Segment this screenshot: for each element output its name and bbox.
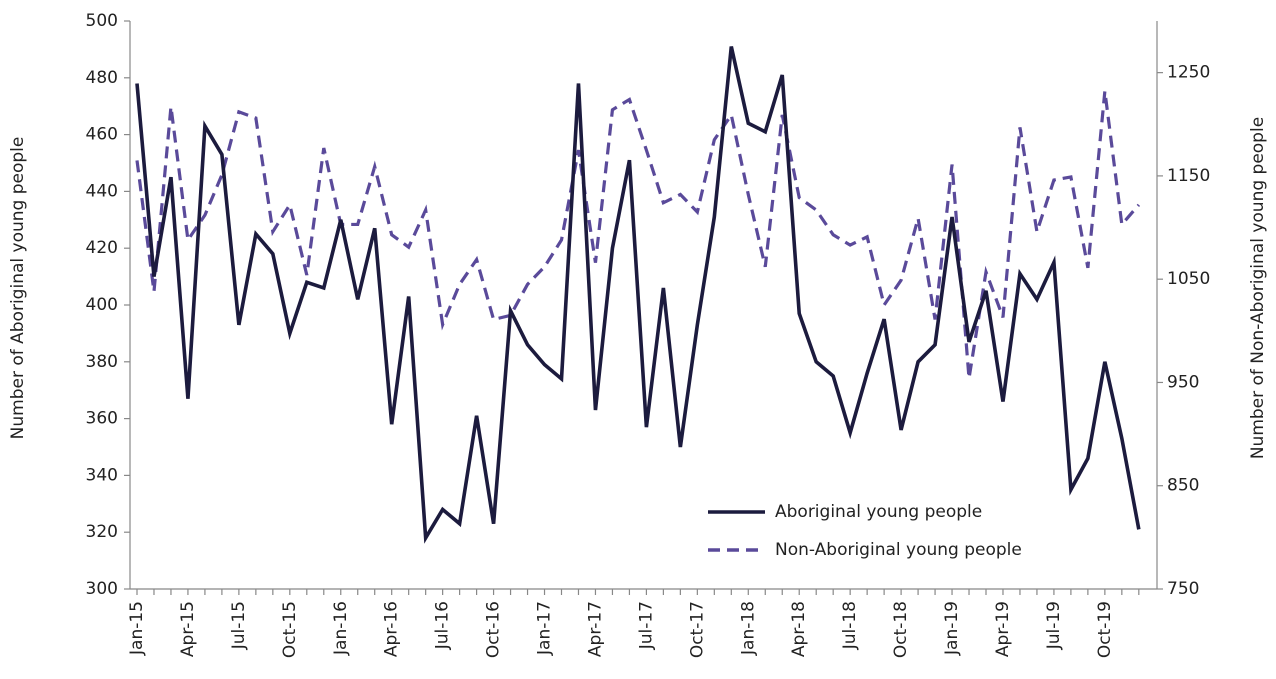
y2-tick-label: 1250 bbox=[1167, 63, 1210, 83]
y-axis-title: Number of Aboriginal young people bbox=[8, 137, 28, 440]
y-tick-label: 480 bbox=[86, 68, 118, 88]
x-tick-label: Jan-17 bbox=[535, 601, 555, 656]
x-tick-label: Jan-16 bbox=[331, 601, 351, 656]
x-tick-label: Jan-19 bbox=[942, 601, 962, 656]
y-tick-label: 320 bbox=[86, 522, 118, 542]
y-tick-label: 500 bbox=[86, 11, 118, 31]
x-tick-label: Jul-18 bbox=[840, 601, 860, 650]
x-tick-label: Apr-18 bbox=[789, 601, 809, 657]
y2-tick-label: 750 bbox=[1167, 579, 1199, 599]
y2-tick-label: 1150 bbox=[1167, 166, 1210, 186]
x-tick-label: Oct-16 bbox=[484, 601, 504, 658]
x-tick-label: Oct-15 bbox=[280, 601, 300, 658]
y2-tick-label: 850 bbox=[1167, 476, 1199, 496]
x-tick-label: Jan-18 bbox=[738, 601, 758, 656]
y-tick-label: 440 bbox=[86, 181, 118, 201]
y2-axis-title: Number of Non-Aboriginal young people bbox=[1248, 117, 1268, 459]
x-tick-label: Jul-19 bbox=[1044, 601, 1064, 650]
y-tick-label: 360 bbox=[86, 409, 118, 429]
y2-tick-label: 1050 bbox=[1167, 269, 1210, 289]
y-tick-label: 300 bbox=[86, 579, 118, 599]
x-tick-label: Apr-17 bbox=[585, 601, 605, 657]
x-tick-label: Apr-19 bbox=[993, 601, 1013, 657]
x-tick-label: Apr-16 bbox=[382, 601, 402, 657]
x-tick-label: Jul-15 bbox=[229, 601, 249, 650]
legend-label: Aboriginal young people bbox=[775, 502, 982, 522]
y-tick-label: 380 bbox=[86, 352, 118, 372]
y-tick-label: 420 bbox=[86, 238, 118, 258]
series-line bbox=[135, 46, 1141, 544]
x-tick-label: Oct-17 bbox=[687, 601, 707, 658]
x-tick-label: Oct-19 bbox=[1095, 601, 1115, 658]
legend-label: Non-Aboriginal young people bbox=[775, 540, 1022, 560]
x-tick-label: Jan-15 bbox=[127, 601, 147, 656]
y-tick-label: 460 bbox=[86, 125, 118, 145]
x-tick-label: Oct-18 bbox=[891, 601, 911, 658]
y2-tick-label: 950 bbox=[1167, 372, 1199, 392]
x-tick-label: Jul-17 bbox=[636, 601, 656, 650]
y-tick-label: 340 bbox=[86, 465, 118, 485]
series-line bbox=[135, 91, 1141, 379]
x-tick-label: Jul-16 bbox=[433, 601, 453, 650]
y-tick-label: 400 bbox=[86, 295, 118, 315]
x-tick-label: Apr-15 bbox=[178, 601, 198, 657]
